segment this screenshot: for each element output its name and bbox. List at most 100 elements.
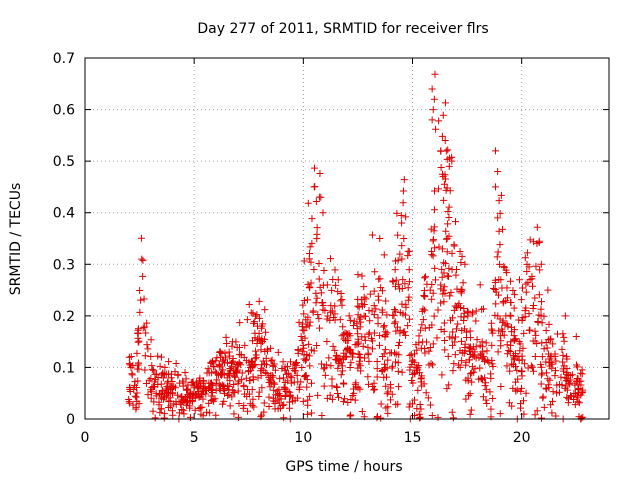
data-point xyxy=(416,401,424,409)
data-point xyxy=(307,379,315,387)
data-point xyxy=(169,411,177,419)
data-point xyxy=(384,356,392,364)
data-point xyxy=(125,360,133,368)
data-point xyxy=(521,360,529,368)
data-point xyxy=(454,320,462,328)
data-point xyxy=(149,407,157,415)
data-point xyxy=(566,376,574,384)
data-point xyxy=(281,363,289,371)
data-point xyxy=(542,358,550,366)
data-point xyxy=(306,283,314,291)
data-point xyxy=(310,265,318,273)
data-point xyxy=(334,364,342,372)
data-point xyxy=(410,369,418,377)
data-point xyxy=(303,351,311,359)
data-point xyxy=(266,376,274,384)
data-point xyxy=(428,85,436,93)
data-point xyxy=(487,405,495,413)
data-point xyxy=(431,187,439,195)
data-point xyxy=(381,346,389,354)
data-point xyxy=(217,370,225,378)
data-point xyxy=(451,351,459,359)
data-point xyxy=(220,397,228,405)
data-point xyxy=(391,349,399,357)
data-point xyxy=(196,392,204,400)
data-point xyxy=(320,382,328,390)
data-point xyxy=(466,327,474,335)
data-point xyxy=(451,302,459,310)
data-point xyxy=(492,300,500,308)
data-point xyxy=(300,327,308,335)
data-point xyxy=(149,383,157,391)
data-point xyxy=(282,387,290,395)
data-point xyxy=(497,382,505,390)
data-point xyxy=(488,327,496,335)
data-point xyxy=(225,382,233,390)
data-point xyxy=(563,393,571,401)
data-point xyxy=(546,376,554,384)
data-point xyxy=(468,378,476,386)
data-point xyxy=(271,366,279,374)
data-point xyxy=(366,317,374,325)
data-point xyxy=(268,356,276,364)
data-point xyxy=(443,272,451,280)
data-point xyxy=(394,359,402,367)
data-point xyxy=(496,410,504,418)
data-point xyxy=(557,373,565,381)
data-point xyxy=(165,398,173,406)
data-point xyxy=(530,301,538,309)
data-point xyxy=(148,362,156,370)
data-point xyxy=(545,350,553,358)
data-point xyxy=(529,282,537,290)
data-point xyxy=(443,385,451,393)
data-point xyxy=(467,406,475,414)
data-point xyxy=(495,327,503,335)
data-point xyxy=(406,366,414,374)
data-point xyxy=(261,369,269,377)
data-point xyxy=(512,378,520,386)
data-point xyxy=(141,352,149,360)
data-point xyxy=(494,312,502,320)
data-point xyxy=(357,318,365,326)
data-point xyxy=(510,304,518,312)
data-point xyxy=(317,289,325,297)
data-point xyxy=(491,279,499,287)
data-point xyxy=(157,353,165,361)
data-point xyxy=(320,365,328,373)
data-point xyxy=(402,301,410,309)
data-point xyxy=(479,355,487,363)
data-point xyxy=(251,334,259,342)
data-point xyxy=(280,383,288,391)
data-point xyxy=(383,311,391,319)
data-point xyxy=(339,355,347,363)
data-point xyxy=(432,125,440,133)
data-point xyxy=(388,390,396,398)
data-point xyxy=(327,302,335,310)
y-tick-labels: 0 0.1 0.2 0.3 0.4 0.5 0.6 0.7 xyxy=(53,51,75,428)
data-point xyxy=(257,367,265,375)
data-point xyxy=(240,353,248,361)
data-point xyxy=(373,365,381,373)
data-point xyxy=(435,117,443,125)
data-point xyxy=(448,157,456,165)
data-point xyxy=(452,271,460,279)
data-point xyxy=(571,390,579,398)
data-point xyxy=(300,296,308,304)
data-point xyxy=(346,316,354,324)
data-point xyxy=(308,239,316,247)
data-point xyxy=(190,384,198,392)
data-point xyxy=(489,394,497,402)
data-point xyxy=(575,399,583,407)
data-point xyxy=(537,260,545,268)
data-point xyxy=(542,384,550,392)
data-point xyxy=(505,399,513,407)
data-point xyxy=(445,264,453,272)
data-point xyxy=(441,346,449,354)
data-point xyxy=(443,234,451,242)
data-point xyxy=(405,315,413,323)
data-point xyxy=(225,391,233,399)
data-point xyxy=(551,372,559,380)
data-point xyxy=(144,391,152,399)
data-point xyxy=(411,350,419,358)
data-point xyxy=(390,311,398,319)
